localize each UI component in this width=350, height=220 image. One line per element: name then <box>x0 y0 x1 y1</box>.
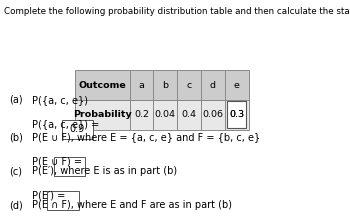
Text: P({a, c, e}) =: P({a, c, e}) = <box>32 119 99 129</box>
Text: P({a, c, e}): P({a, c, e}) <box>32 95 88 104</box>
Text: Outcome: Outcome <box>78 81 126 90</box>
Bar <box>48 191 79 210</box>
Bar <box>177 70 201 100</box>
Bar <box>75 70 130 100</box>
Bar <box>177 100 201 130</box>
Text: 0.06: 0.06 <box>202 110 223 119</box>
Text: a: a <box>139 81 144 90</box>
Bar <box>225 70 248 100</box>
Bar <box>227 101 246 128</box>
Text: Probability: Probability <box>73 110 132 119</box>
Text: 0.2: 0.2 <box>134 110 149 119</box>
Bar <box>62 120 93 139</box>
Text: 0.3: 0.3 <box>229 110 244 119</box>
Bar <box>201 70 225 100</box>
Text: P(E′) =: P(E′) = <box>32 190 65 200</box>
Text: c: c <box>186 81 192 90</box>
Text: 0.4: 0.4 <box>182 110 196 119</box>
Bar <box>130 70 153 100</box>
Bar <box>201 100 225 130</box>
Bar <box>54 157 85 176</box>
Text: (c): (c) <box>9 166 22 176</box>
Bar <box>153 100 177 130</box>
Text: (d): (d) <box>9 200 22 210</box>
Text: Complete the following probability distribution table and then calculate the sta: Complete the following probability distr… <box>4 7 350 16</box>
Text: (a): (a) <box>9 95 22 104</box>
Bar <box>75 100 130 130</box>
Text: P(E ∪ F), where E = {a, c, e} and F = {b, c, e}: P(E ∪ F), where E = {a, c, e} and F = {b… <box>32 132 260 142</box>
Text: P(E′), where E is as in part (b): P(E′), where E is as in part (b) <box>32 166 177 176</box>
Text: P(E ∩ F), where E and F are as in part (b): P(E ∩ F), where E and F are as in part (… <box>32 200 231 210</box>
Text: (b): (b) <box>9 132 23 142</box>
Text: 0.3: 0.3 <box>229 110 244 119</box>
Text: b: b <box>162 81 168 90</box>
Text: 0.9: 0.9 <box>70 124 85 134</box>
Text: 0.04: 0.04 <box>155 110 176 119</box>
Bar <box>130 100 153 130</box>
Text: e: e <box>234 81 239 90</box>
Text: d: d <box>210 81 216 90</box>
Bar <box>225 100 248 130</box>
Text: P(E ∪ F) =: P(E ∪ F) = <box>32 156 82 166</box>
Bar <box>153 70 177 100</box>
